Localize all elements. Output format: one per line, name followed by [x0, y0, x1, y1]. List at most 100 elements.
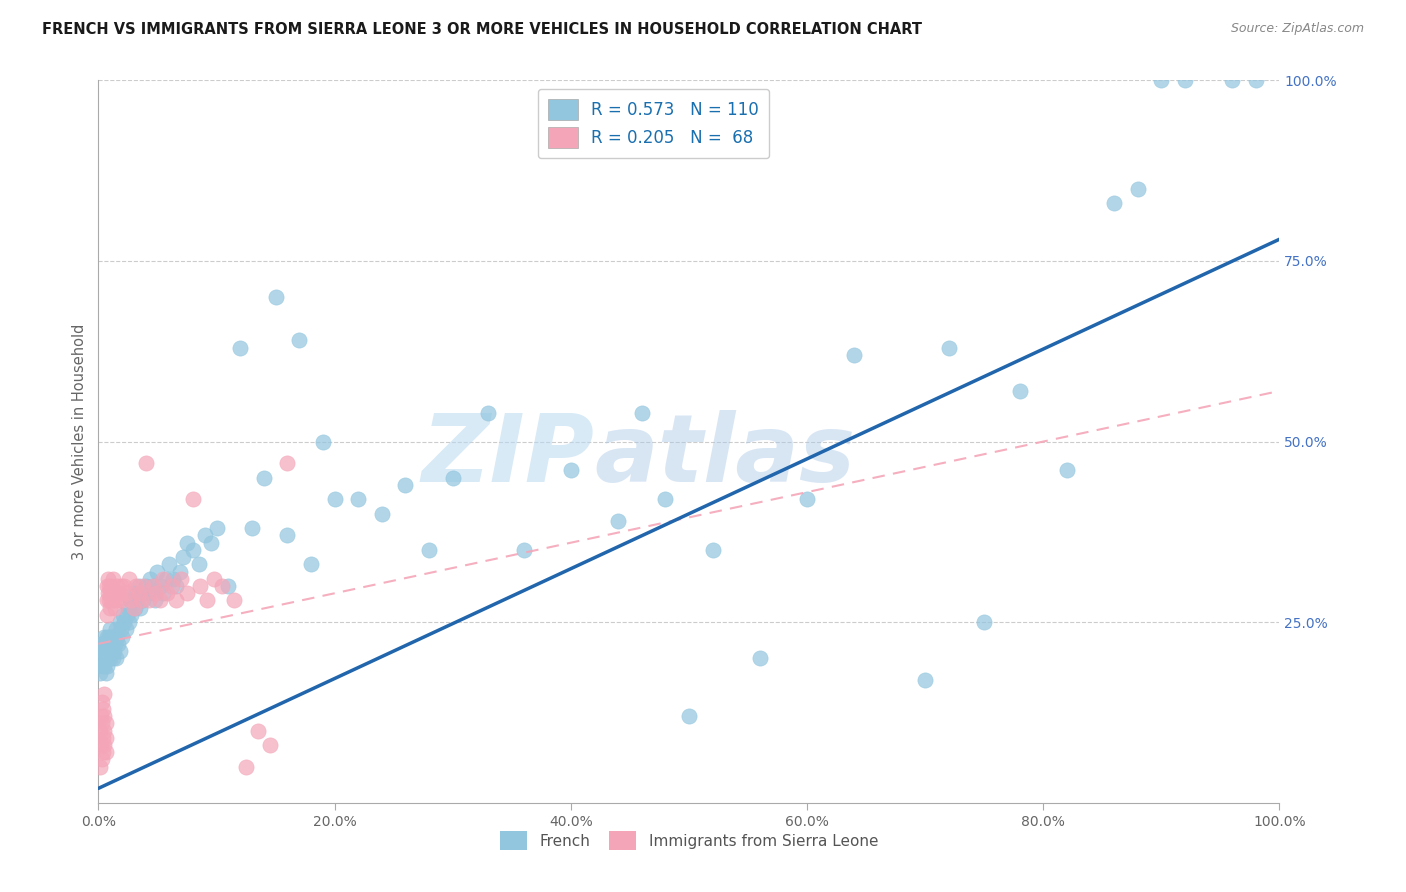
Point: [654, 492, 676, 507]
Point: [276, 456, 298, 470]
Point: [165, 579, 187, 593]
Point: [93, 738, 115, 752]
Point: [169, 565, 191, 579]
Point: [181, 492, 204, 507]
Point: [128, 579, 150, 593]
Point: [93, 630, 115, 644]
Point: [748, 651, 770, 665]
Point: [135, 579, 157, 593]
Point: [90, 738, 112, 752]
Point: [143, 593, 166, 607]
Point: [312, 434, 335, 449]
Point: [477, 406, 499, 420]
Point: [172, 550, 194, 565]
Point: [108, 615, 131, 630]
Point: [100, 644, 122, 658]
Text: FRENCH VS IMMIGRANTS FROM SIERRA LEONE 3 OR MORE VEHICLES IN HOUSEHOLD CORRELATI: FRENCH VS IMMIGRANTS FROM SIERRA LEONE 3…: [42, 22, 922, 37]
Point: [1244, 73, 1267, 87]
Point: [94, 637, 117, 651]
Point: [122, 586, 145, 600]
Point: [560, 463, 582, 477]
Point: [371, 507, 394, 521]
Point: [235, 760, 257, 774]
Point: [240, 521, 263, 535]
Point: [323, 492, 346, 507]
Point: [110, 623, 132, 637]
Point: [97, 637, 120, 651]
Point: [160, 579, 183, 593]
Point: [394, 478, 416, 492]
Y-axis label: 3 or more Vehicles in Household: 3 or more Vehicles in Household: [72, 324, 87, 559]
Point: [111, 630, 134, 644]
Point: [181, 542, 204, 557]
Point: [101, 637, 124, 651]
Point: [264, 290, 287, 304]
Point: [973, 615, 995, 630]
Point: [93, 687, 115, 701]
Point: [93, 723, 115, 738]
Point: [441, 470, 464, 484]
Point: [101, 586, 124, 600]
Point: [607, 514, 630, 528]
Point: [149, 593, 172, 607]
Point: [112, 579, 135, 593]
Point: [202, 572, 225, 586]
Text: atlas: atlas: [595, 410, 856, 502]
Point: [96, 579, 118, 593]
Point: [200, 535, 222, 549]
Point: [111, 593, 134, 607]
Point: [122, 600, 145, 615]
Point: [162, 572, 184, 586]
Point: [796, 492, 818, 507]
Point: [94, 716, 117, 731]
Point: [97, 651, 120, 665]
Point: [91, 702, 114, 716]
Point: [150, 579, 173, 593]
Point: [276, 528, 298, 542]
Point: [135, 456, 157, 470]
Point: [91, 716, 114, 731]
Point: [165, 593, 187, 607]
Point: [1150, 73, 1173, 87]
Point: [103, 593, 125, 607]
Point: [512, 542, 534, 557]
Point: [98, 651, 121, 665]
Point: [128, 586, 150, 600]
Point: [94, 651, 117, 665]
Point: [98, 593, 121, 607]
Point: [105, 579, 128, 593]
Point: [97, 586, 120, 600]
Point: [89, 760, 111, 774]
Point: [157, 558, 180, 572]
Point: [104, 637, 127, 651]
Point: [98, 630, 121, 644]
Point: [152, 586, 174, 600]
Point: [115, 586, 138, 600]
Point: [98, 637, 121, 651]
Point: [91, 745, 114, 759]
Point: [1102, 196, 1125, 211]
Point: [1220, 73, 1243, 87]
Point: [121, 593, 143, 607]
Text: ZIP: ZIP: [422, 410, 595, 502]
Point: [96, 644, 118, 658]
Point: [128, 600, 150, 615]
Point: [94, 745, 117, 759]
Point: [142, 579, 165, 593]
Point: [136, 586, 159, 600]
Point: [138, 593, 160, 607]
Point: [112, 615, 135, 630]
Point: [98, 644, 121, 658]
Point: [108, 586, 131, 600]
Point: [104, 600, 127, 615]
Point: [94, 731, 117, 745]
Text: Source: ZipAtlas.com: Source: ZipAtlas.com: [1230, 22, 1364, 36]
Point: [253, 470, 276, 484]
Point: [94, 665, 117, 680]
Point: [103, 630, 125, 644]
Point: [98, 600, 121, 615]
Point: [91, 752, 114, 766]
Point: [938, 341, 960, 355]
Point: [112, 607, 135, 622]
Point: [195, 593, 218, 607]
